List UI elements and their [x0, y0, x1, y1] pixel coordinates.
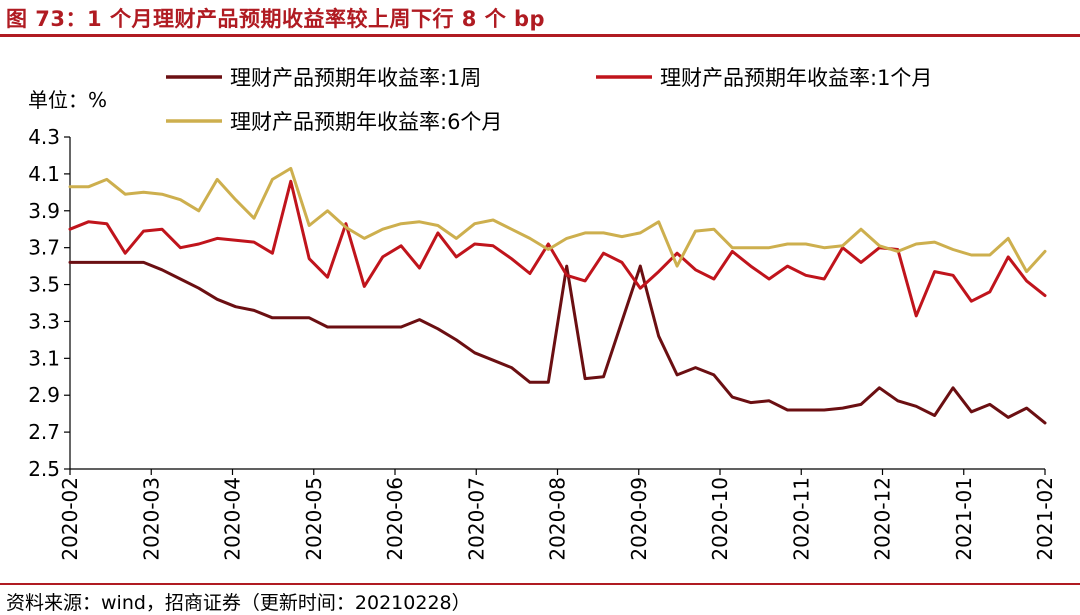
x-tick-label: 2020-10 [708, 477, 732, 561]
series-line-2 [68, 166, 1047, 274]
x-tick-label: 2021-02 [1033, 477, 1057, 561]
y-tick-label: 3.3 [28, 309, 60, 333]
legend-label-0: 理财产品预期年收益率:1周 [230, 66, 481, 90]
x-tick-label: 2020-06 [383, 477, 407, 561]
source-note: 资料来源：wind，招商证券（更新时间：20210228） [6, 592, 471, 614]
unit-label: 单位：% [28, 88, 108, 112]
legend-label-2: 理财产品预期年收益率:6个月 [230, 110, 502, 134]
series-line-1 [68, 179, 1047, 318]
line-chart: 2.52.72.93.13.33.53.73.94.14.3 2020-02 20… [28, 66, 1057, 561]
x-tick-label: 2020-03 [139, 477, 163, 561]
x-tick-label: 2020-12 [871, 477, 895, 561]
y-tick-label: 2.5 [28, 457, 60, 481]
x-tick-label: 2020-04 [221, 477, 245, 561]
x-tick-label: 2020-07 [464, 477, 488, 561]
title-divider [0, 34, 1080, 37]
x-tick-label: 2020-05 [302, 477, 326, 561]
y-tick-label: 4.1 [28, 162, 60, 186]
source-divider [0, 583, 1080, 585]
y-tick-label: 3.1 [28, 346, 60, 370]
series-lines [68, 166, 1047, 425]
x-tick-label: 2020-11 [789, 477, 813, 561]
y-tick-label: 4.3 [28, 125, 60, 149]
x-tick-label: 2021-01 [952, 477, 976, 561]
y-tick-label: 2.9 [28, 383, 60, 407]
x-tick-label: 2020-09 [627, 477, 651, 561]
series-line-0 [68, 260, 1047, 425]
legend: 理财产品预期年收益率:1周 理财产品预期年收益率:1个月理财产品预期年收益率:6个… [166, 66, 932, 134]
x-tick-label: 2020-08 [546, 477, 570, 561]
y-tick-label: 3.7 [28, 236, 60, 260]
x-tick-label: 2020-02 [58, 477, 82, 561]
legend-label-1: 理财产品预期年收益率:1个月 [660, 66, 932, 90]
y-tick-label: 2.7 [28, 420, 60, 444]
x-axis: 2020-02 2020-03 2020-04 2020-05 2020-06 2020-… [58, 468, 1057, 561]
y-tick-label: 3.5 [28, 273, 60, 297]
y-axis: 2.5 2.7 2.9 3.1 3.3 3.5 3.7 3.9 4.1 4.3 [28, 125, 71, 481]
y-tick-label: 3.9 [28, 199, 60, 223]
page-title: 图 73：1 个月理财产品预期收益率较上周下行 8 个 bp [6, 7, 546, 31]
